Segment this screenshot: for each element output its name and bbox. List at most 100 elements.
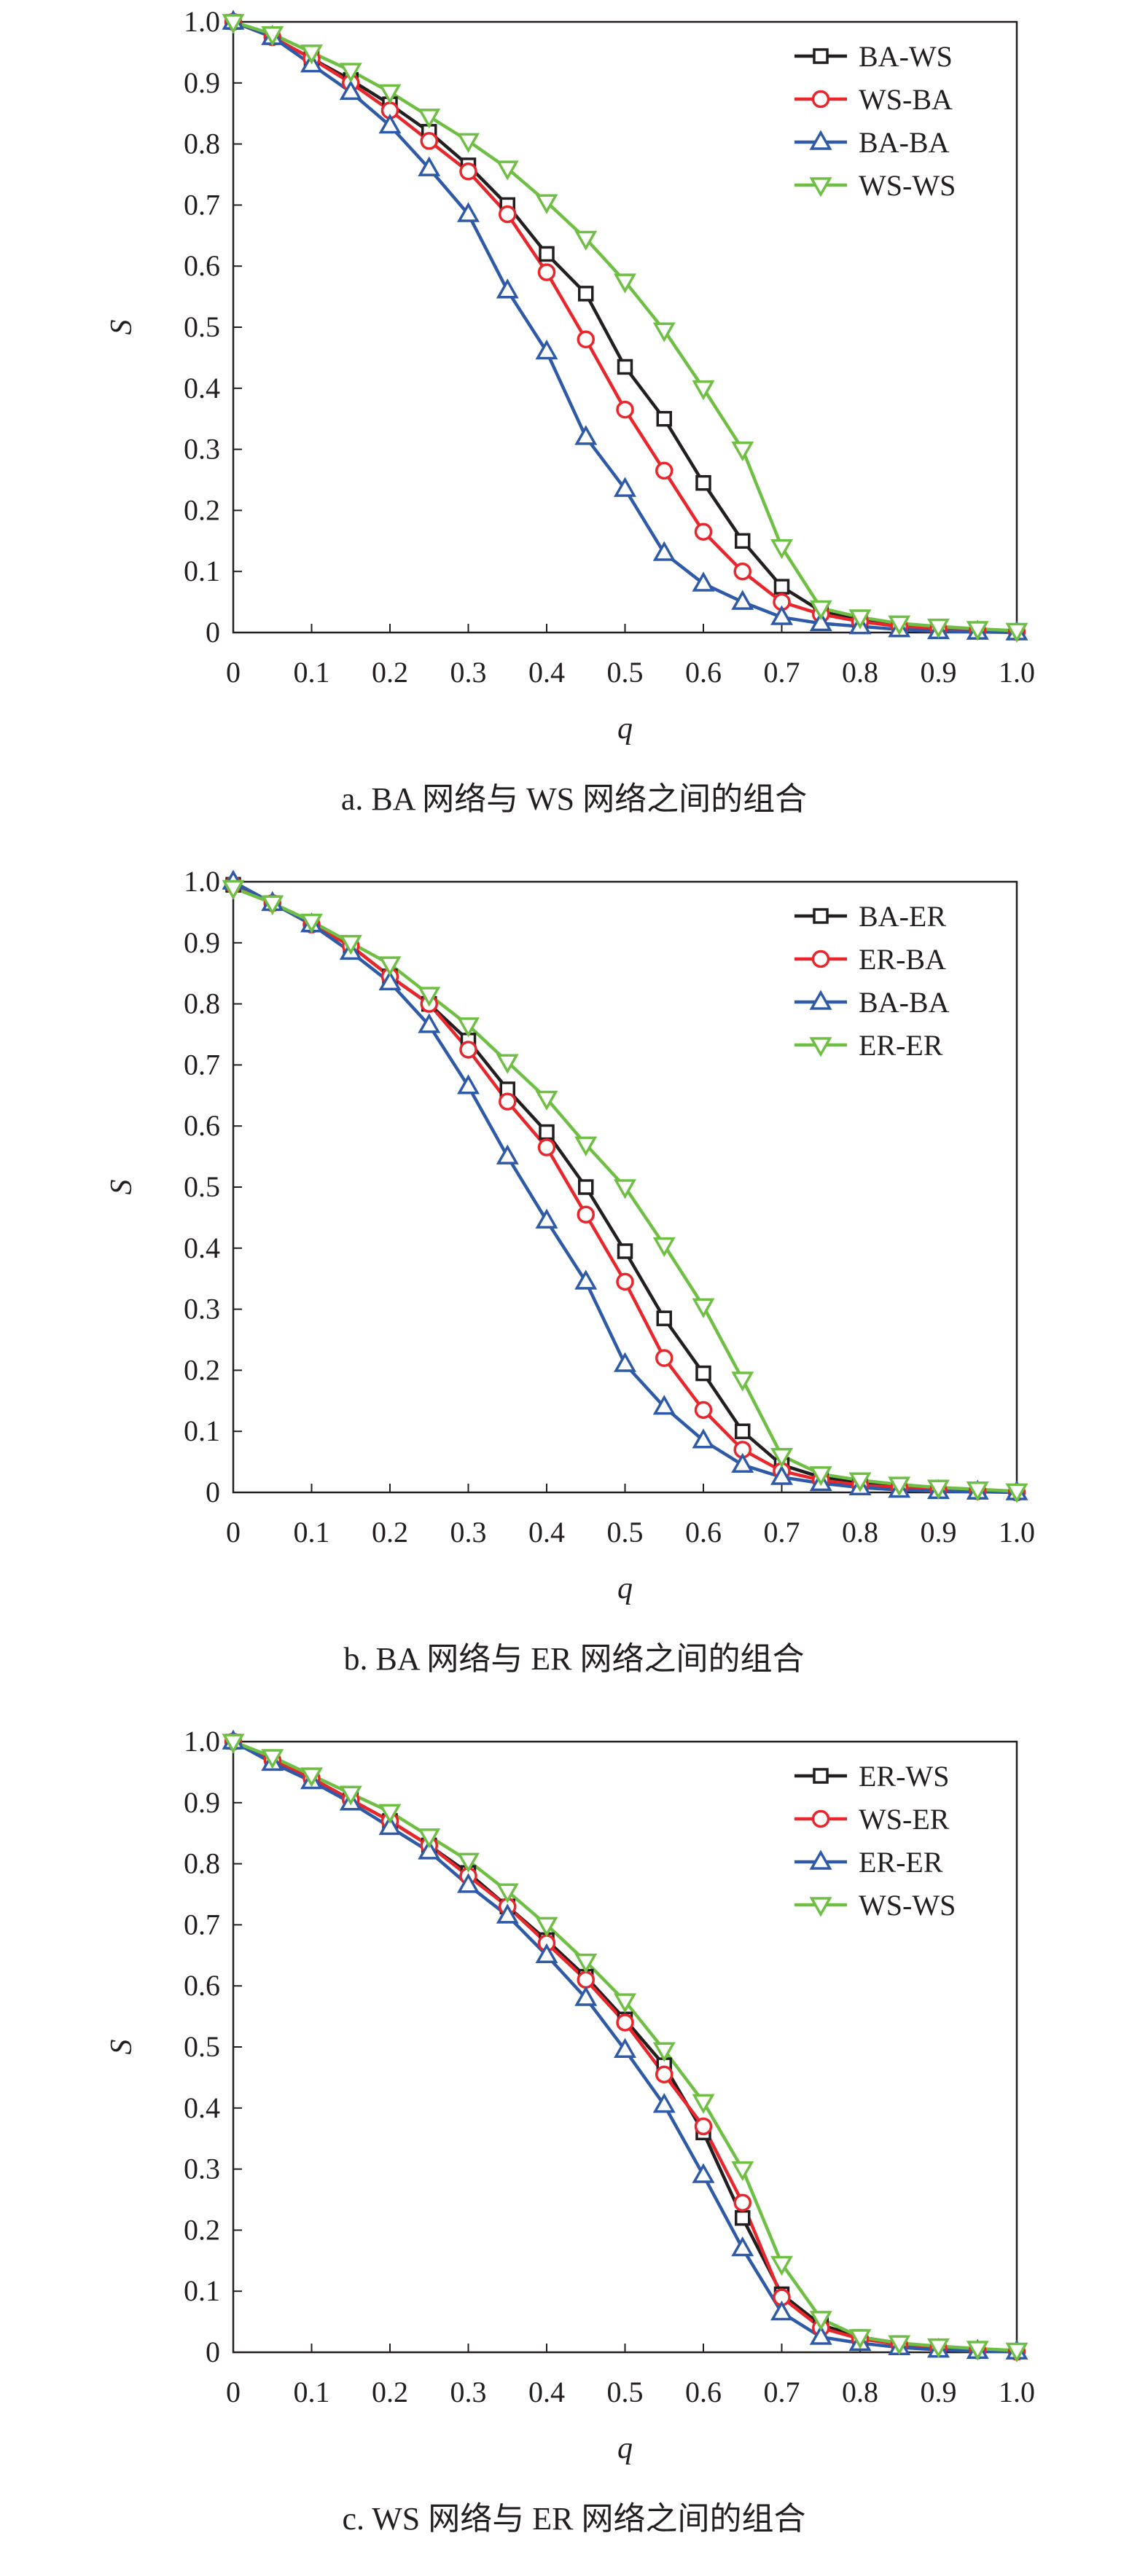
data-point — [888, 1476, 911, 1497]
x-tick-label: 0 — [226, 1516, 241, 1549]
data-point — [613, 477, 637, 497]
data-point — [578, 286, 594, 302]
x-tick-label: 0.3 — [450, 1516, 487, 1549]
x-tick-label: 0.4 — [528, 656, 565, 689]
data-point — [456, 133, 480, 153]
data-point — [539, 246, 555, 262]
data-point — [499, 205, 517, 224]
y-tick-label: 0.4 — [184, 1232, 220, 1264]
data-point — [378, 1814, 402, 1836]
series-markers-ws-ws — [222, 14, 1028, 643]
data-point — [731, 1371, 754, 1392]
data-point — [652, 1395, 676, 1415]
data-point — [809, 611, 832, 632]
x-tick-label: 0.9 — [921, 2376, 957, 2408]
x-tick-label: 0.6 — [685, 656, 722, 689]
data-point — [577, 330, 595, 349]
y-tick-label: 0.7 — [184, 1048, 220, 1081]
x-tick-label: 0.6 — [685, 2376, 722, 2408]
data-point — [496, 160, 519, 181]
y-tick-label: 0.3 — [184, 433, 220, 466]
legend-marker — [811, 1809, 830, 1828]
data-point — [535, 1208, 558, 1229]
data-point — [535, 339, 558, 360]
y-tick-label: 0.6 — [184, 249, 220, 282]
y-tick-label: 1.0 — [184, 1725, 220, 1758]
y-tick-label: 0 — [206, 2336, 220, 2368]
data-point — [773, 579, 790, 595]
y-tick-label: 0.1 — [184, 555, 220, 587]
data-point — [496, 1903, 519, 1924]
data-point — [613, 1993, 637, 2013]
data-point — [695, 1365, 711, 1382]
chart-a-plot: 0 0.1 0.2 0.3 0.4 0.5 0.6 0.7 0.8 0.9 1.0 0 0.1 0.2 0.… — [105, 5, 1035, 745]
data-point — [731, 2236, 754, 2257]
y-tick-label: 0 — [206, 616, 220, 649]
data-point — [418, 1013, 441, 1033]
data-point — [496, 1883, 519, 1903]
data-point — [537, 1138, 556, 1156]
data-point — [735, 1423, 751, 1439]
x-tick-label: 0 — [226, 656, 241, 689]
y-tick-label: 0.7 — [184, 188, 220, 221]
data-point — [692, 1428, 715, 1449]
y-tick-label: 0.9 — [184, 926, 220, 959]
y-tick-label: 0.3 — [184, 1293, 220, 1326]
data-point — [692, 1298, 715, 1318]
y-tick-label: 0.1 — [184, 1414, 220, 1447]
x-tick-label: 0.2 — [372, 656, 408, 689]
legend-label: BA-WS — [859, 40, 953, 73]
y-tick-label: 0.9 — [184, 66, 220, 99]
legend-label: ER-BA — [859, 943, 946, 976]
data-point — [770, 1447, 794, 1468]
data-point — [222, 14, 245, 34]
x-tick-label: 0.3 — [450, 2376, 487, 2408]
x-axis-label: q — [617, 1572, 633, 1605]
data-point — [459, 1041, 477, 1059]
data-point — [300, 44, 324, 65]
legend-marker — [809, 1037, 832, 1057]
x-axis-label: q — [617, 2432, 633, 2465]
data-point — [535, 1943, 558, 1964]
data-point — [577, 1205, 595, 1224]
data-point — [613, 273, 637, 294]
data-point — [574, 1953, 598, 1974]
data-point — [574, 1136, 598, 1156]
legend-marker — [809, 1897, 832, 1917]
x-tick-label: 0.8 — [842, 656, 878, 689]
legend-label: WS-WS — [859, 1889, 956, 1922]
chart-panel-a: 0 0.1 0.2 0.3 0.4 0.5 0.6 0.7 0.8 0.9 1.0 0 0.1 0.2 0.… — [0, 0, 1148, 856]
y-axis-label: S — [105, 320, 138, 335]
data-point — [496, 278, 519, 299]
legend-label: BA-BA — [859, 986, 950, 1019]
data-point — [848, 1472, 872, 1492]
data-point — [966, 621, 989, 641]
data-point — [731, 2161, 754, 2182]
data-point — [574, 425, 598, 445]
data-point — [456, 202, 480, 222]
legend-label: BA-ER — [859, 900, 946, 933]
data-point — [692, 571, 715, 592]
data-point — [655, 461, 673, 480]
data-point — [966, 2341, 989, 2361]
chart-b-plot: 0 0.1 0.2 0.3 0.4 0.5 0.6 0.7 0.8 0.9 1.0 0 0.1 0.2 0.… — [105, 865, 1035, 1605]
data-point — [418, 987, 441, 1007]
legend-marker — [809, 177, 832, 197]
legend-marker — [809, 990, 832, 1010]
y-tick-label: 0 — [206, 1476, 220, 1508]
data-point — [418, 1828, 441, 1849]
legend-label: BA-BA — [859, 126, 950, 159]
data-point — [378, 970, 402, 991]
data-point — [694, 1401, 713, 1420]
data-point — [652, 2093, 676, 2113]
data-point — [809, 1466, 832, 1487]
data-point — [378, 113, 402, 134]
data-point — [733, 2193, 751, 2212]
data-point — [926, 1479, 950, 1500]
x-tick-label: 0.8 — [842, 1516, 878, 1549]
data-point — [656, 410, 672, 427]
data-point — [378, 84, 402, 104]
data-point — [848, 2329, 872, 2349]
data-point — [574, 230, 598, 251]
data-point — [578, 1179, 594, 1195]
